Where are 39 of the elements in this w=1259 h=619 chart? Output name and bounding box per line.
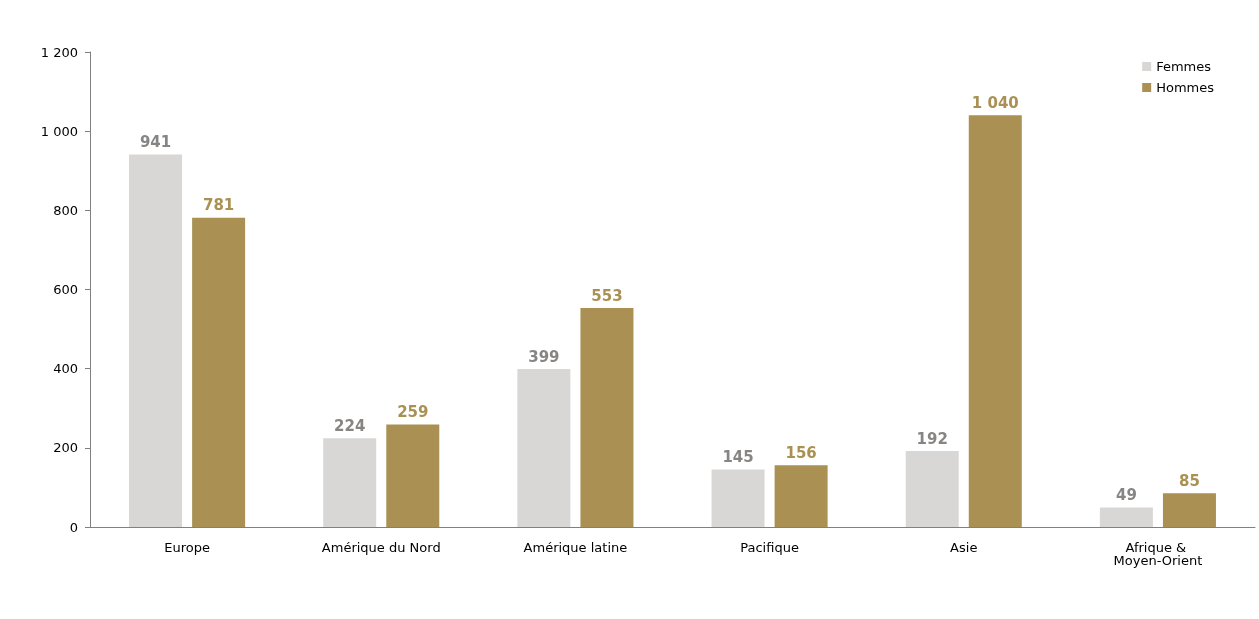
y-tick-label: 200 xyxy=(53,440,78,456)
data-label: 941 xyxy=(139,133,172,152)
bar xyxy=(129,154,183,527)
x-tick-label: Pacifique xyxy=(740,540,799,555)
data-label: 553 xyxy=(591,286,623,305)
data-label: 224 xyxy=(334,416,366,435)
x-tick-label: Amérique du Nord xyxy=(321,540,441,555)
data-label: 85 xyxy=(1179,471,1200,490)
bar xyxy=(517,369,571,527)
bar xyxy=(580,308,634,527)
bar xyxy=(323,438,377,527)
y-tick-label: 1 200 xyxy=(40,44,78,60)
bar xyxy=(968,115,1022,527)
data-label: 156 xyxy=(785,443,817,462)
y-tick-label: 800 xyxy=(53,202,78,218)
y-tick-label: 600 xyxy=(53,282,78,297)
data-label: 1 040 xyxy=(971,93,1019,112)
legend-label: Femmes xyxy=(1156,59,1212,74)
y-tick-label: 0 xyxy=(69,519,78,535)
bar xyxy=(192,217,246,527)
data-label: 781 xyxy=(202,196,235,215)
data-label: 399 xyxy=(528,347,560,366)
data-label: 145 xyxy=(722,448,754,467)
bar xyxy=(905,451,959,527)
bar xyxy=(1162,493,1216,527)
data-label: 192 xyxy=(916,429,948,448)
y-tick-label: 400 xyxy=(53,361,78,377)
data-label: 259 xyxy=(397,402,429,421)
x-tick-label: Amérique latine xyxy=(523,540,628,555)
bar xyxy=(1099,507,1153,527)
x-tick-label: Asie xyxy=(950,540,978,555)
x-tick-label: Europe xyxy=(164,540,210,555)
bar xyxy=(774,465,828,527)
legend-label: Hommes xyxy=(1156,80,1215,95)
bar xyxy=(386,424,440,527)
bar xyxy=(711,469,765,527)
y-tick-label: 1 000 xyxy=(40,123,78,139)
data-label: 49 xyxy=(1115,486,1137,505)
x-tick-label: Afrique & Moyen-Orient xyxy=(1113,540,1203,568)
